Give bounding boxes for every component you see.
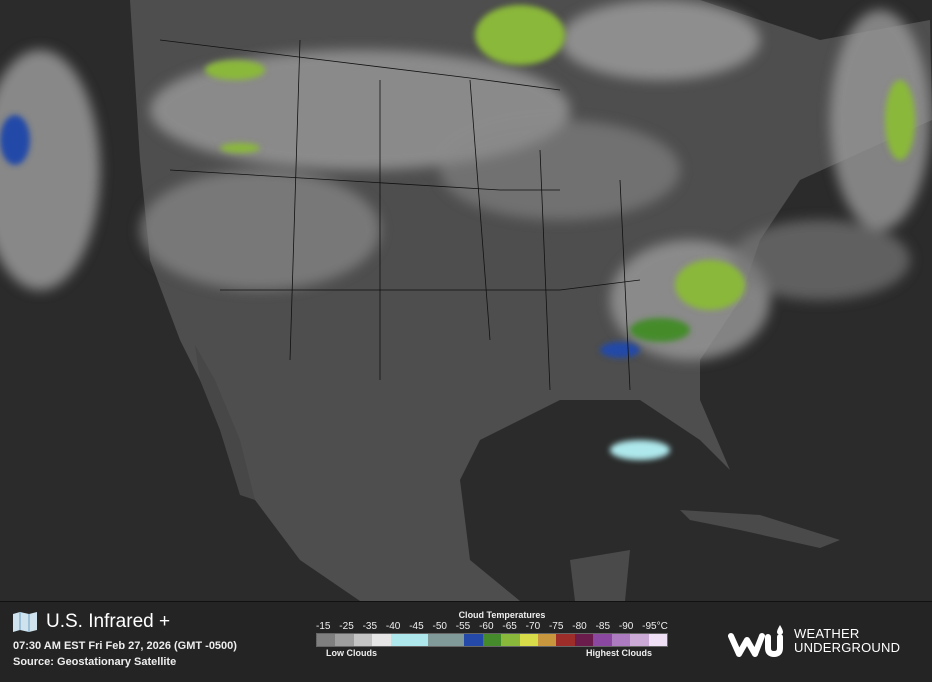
legend-swatch: [409, 634, 428, 646]
logo-line2: UNDERGROUND: [794, 640, 901, 655]
info-bar: U.S. Infrared + 07:30 AM EST Fri Feb 27,…: [0, 601, 932, 682]
legend-low-label: Low Clouds: [326, 648, 377, 658]
land-cuba: [680, 510, 840, 548]
legend-tick: -35: [362, 621, 378, 632]
land-baja: [195, 345, 255, 500]
legend-title: Cloud Temperatures: [458, 610, 546, 620]
legend-tick: -60: [479, 621, 494, 632]
legend-tick: -85: [595, 621, 611, 632]
wu-logo-icon: [728, 625, 783, 658]
timestamp: 07:30 AM EST Fri Feb 27, 2026 (GMT -0500…: [13, 640, 237, 652]
legend-swatch: [464, 634, 483, 646]
cloud-temperature-legend: Cloud Temperatures -15 -25 -35 -40 -45 -50 -55…: [316, 610, 668, 658]
state-borders: [159, 39, 641, 391]
weather-underground-logo[interactable]: WEATHER UNDERGROUND: [728, 624, 900, 658]
legend-swatch: [519, 634, 539, 646]
legend-tick: -75: [548, 621, 564, 632]
legend-swatch: [611, 634, 631, 646]
logo-line1: WEATHER: [794, 626, 860, 641]
source: Source: Geostationary Satellite: [13, 656, 177, 668]
legend-ticks: -15 -25 -35 -40 -45 -50 -55 -60 -65 -70 -75 -80 -85-…: [316, 621, 668, 633]
legend-swatch: [538, 634, 557, 646]
legend-swatch: [501, 634, 520, 646]
legend-high-label: Highest Clouds: [585, 648, 652, 658]
legend-tick: -55: [455, 621, 471, 632]
legend-swatch: [317, 634, 336, 646]
satellite-map[interactable]: [0, 0, 932, 601]
legend-swatch: [630, 634, 649, 646]
legend-tick: -40: [385, 621, 401, 632]
legend-tick: -25: [339, 621, 354, 632]
legend-swatch: [335, 634, 354, 646]
legend-swatch: [427, 634, 446, 646]
legend-tick: -80: [572, 621, 587, 632]
legend-swatch: [648, 634, 668, 646]
legend-tick: -45: [409, 621, 424, 632]
legend-swatch: [353, 634, 373, 646]
legend-swatch: [593, 634, 612, 646]
map-title: U.S. Infrared +: [46, 611, 171, 632]
legend-tick: -65: [502, 621, 517, 632]
legend-tick: -95°C: [642, 621, 668, 632]
legend-tick: -90: [618, 621, 634, 632]
legend-tick: -70: [525, 621, 541, 632]
legend-swatch: [445, 634, 465, 646]
land-yucatan: [570, 550, 630, 601]
legend-tick: -50: [432, 621, 447, 632]
legend-swatch: [372, 634, 391, 646]
cold-cloud-tops: [0, 5, 915, 460]
folded-map-icon: [13, 612, 37, 632]
legend-swatch: [574, 634, 594, 646]
legend-swatch: [482, 634, 502, 646]
legend-tick: -15: [316, 621, 331, 632]
legend-swatch: [556, 634, 575, 646]
legend-swatch: [390, 634, 410, 646]
legend-swatches: [316, 633, 668, 647]
